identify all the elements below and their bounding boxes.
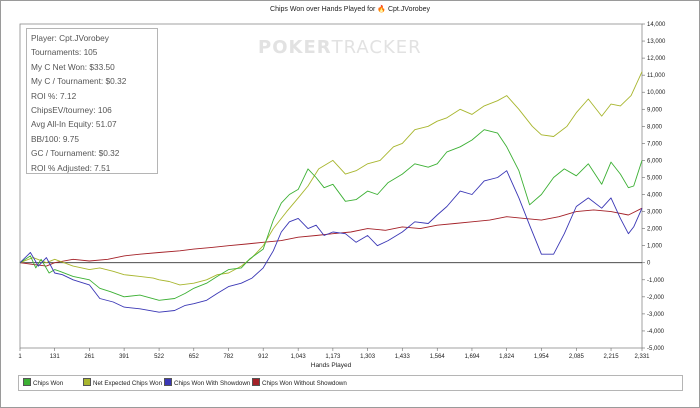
- legend-item-net-expected[interactable]: Net Expected Chips Won: [83, 378, 162, 387]
- watermark-thin: TRACKER: [331, 37, 422, 58]
- x-tick-label: 1,954: [534, 354, 550, 360]
- legend-label: Net Expected Chips Won: [93, 380, 163, 387]
- y-tick-label: -2,000: [647, 295, 665, 301]
- x-tick-label: 912: [258, 354, 269, 360]
- stat-gc-tournament: GC / Tournament: $0.32: [31, 148, 120, 159]
- y-tick-label: -4,000: [647, 329, 665, 335]
- y-tick-label: 6,000: [647, 158, 663, 164]
- x-tick-label: 522: [154, 354, 165, 360]
- y-tick-label: 14,000: [647, 22, 666, 28]
- stat-per-tournament: My C / Tournament: $0.32: [31, 76, 127, 87]
- legend-item-without-showdown[interactable]: Chips Won Without Showdown: [252, 378, 347, 387]
- x-tick-label: 1: [18, 354, 22, 360]
- x-tick-label: 261: [84, 354, 95, 360]
- series-layer: [19, 71, 643, 313]
- legend-swatch: [164, 378, 172, 386]
- stat-roi-adjusted: ROI % Adjusted: 7.51: [31, 162, 111, 173]
- y-tick-label: -1,000: [647, 278, 665, 284]
- watermark-bold: POKER: [258, 37, 332, 58]
- legend-label: Chips Won: [33, 380, 64, 387]
- x-tick-label: 652: [189, 354, 200, 360]
- x-tick-label: 782: [223, 354, 234, 360]
- x-tick-label: 2,331: [634, 354, 650, 360]
- stat-bb100: BB/100: 9.75: [31, 133, 79, 144]
- chart-legend: Chips Won Net Expected Chips Won Chips W…: [18, 375, 683, 391]
- legend-swatch: [83, 378, 91, 386]
- pokertracker-watermark: POKERTRACKER: [258, 37, 422, 58]
- stat-tournaments: Tournaments: 105: [31, 47, 98, 58]
- y-tick-label: 8,000: [647, 124, 663, 130]
- y-tick-label: 2,000: [647, 227, 663, 233]
- series-line-chips-won: [19, 129, 643, 301]
- legend-item-chips-won[interactable]: Chips Won: [23, 378, 63, 387]
- stat-net-won: My C Net Won: $33.50: [31, 61, 115, 72]
- x-tick-label: 1,303: [360, 354, 376, 360]
- stat-player: Player: Cpt.JVorobey: [31, 33, 109, 43]
- x-tick-label: 1,043: [291, 354, 307, 360]
- legend-label: Chips Won Without Showdown: [262, 380, 347, 387]
- x-tick-label: 1,433: [395, 354, 411, 360]
- y-tick-label: 4,000: [647, 193, 663, 199]
- legend-item-with-showdown[interactable]: Chips Won With Showdown: [164, 378, 250, 387]
- y-tick-label: 9,000: [647, 107, 663, 113]
- legend-swatch: [252, 378, 260, 386]
- y-tick-label: 11,000: [647, 73, 666, 79]
- chart-title-text: Chips Won over Hands Played for: [270, 6, 376, 13]
- x-tick-label: 1,694: [464, 354, 480, 360]
- chart-title: Chips Won over Hands Played for 🔥 Cpt.JV…: [0, 5, 700, 13]
- legend-swatch: [23, 378, 31, 386]
- chart-axes: [19, 23, 643, 349]
- x-tick-label: 1,173: [325, 354, 341, 360]
- stat-chipsev: ChipsEV/tourney: 106: [31, 105, 112, 116]
- x-tick-label: 1,564: [430, 354, 446, 360]
- y-tick-label: -3,000: [647, 312, 665, 318]
- y-tick-label: 10,000: [647, 90, 666, 96]
- series-line-chips-won-without-showdown: [19, 207, 643, 267]
- x-tick-label: 131: [50, 354, 61, 360]
- stat-allin-equity: Avg All-In Equity: 51.07: [31, 119, 117, 130]
- y-tick-label: 1,000: [647, 244, 663, 250]
- x-tick-label: 2,215: [604, 354, 620, 360]
- y-tick-label: -5,000: [647, 346, 665, 352]
- stats-box: Player: Cpt.JVorobey Tournaments: 105 My…: [26, 28, 158, 174]
- y-tick-label: 13,000: [647, 39, 666, 45]
- x-tick-label: 2,085: [569, 354, 585, 360]
- y-tick-label: 7,000: [647, 141, 663, 147]
- y-tick-label: 12,000: [647, 56, 666, 62]
- chart-player-name: Cpt.JVorobey: [387, 6, 430, 13]
- stat-roi: ROI %: 7.12: [31, 90, 77, 101]
- y-tick-label: 5,000: [647, 175, 663, 181]
- x-tick-label: 1,824: [499, 354, 515, 360]
- legend-label: Chips Won With Showdown: [174, 380, 251, 387]
- x-tick-label: 391: [119, 354, 130, 360]
- tick-layer: -5,000 -4,000 -3,000 -2,000 -1,000 0 1,000 2,00…: [18, 22, 666, 360]
- plot-area: [19, 23, 643, 349]
- x-axis-title: Hands Played: [311, 362, 352, 369]
- y-tick-label: 0: [647, 261, 651, 267]
- y-tick-label: 3,000: [647, 210, 663, 216]
- flame-icon: 🔥: [377, 6, 386, 13]
- series-line-chips-won-with-showdown: [19, 170, 643, 313]
- series-line-net-expected-chips-won: [19, 71, 643, 286]
